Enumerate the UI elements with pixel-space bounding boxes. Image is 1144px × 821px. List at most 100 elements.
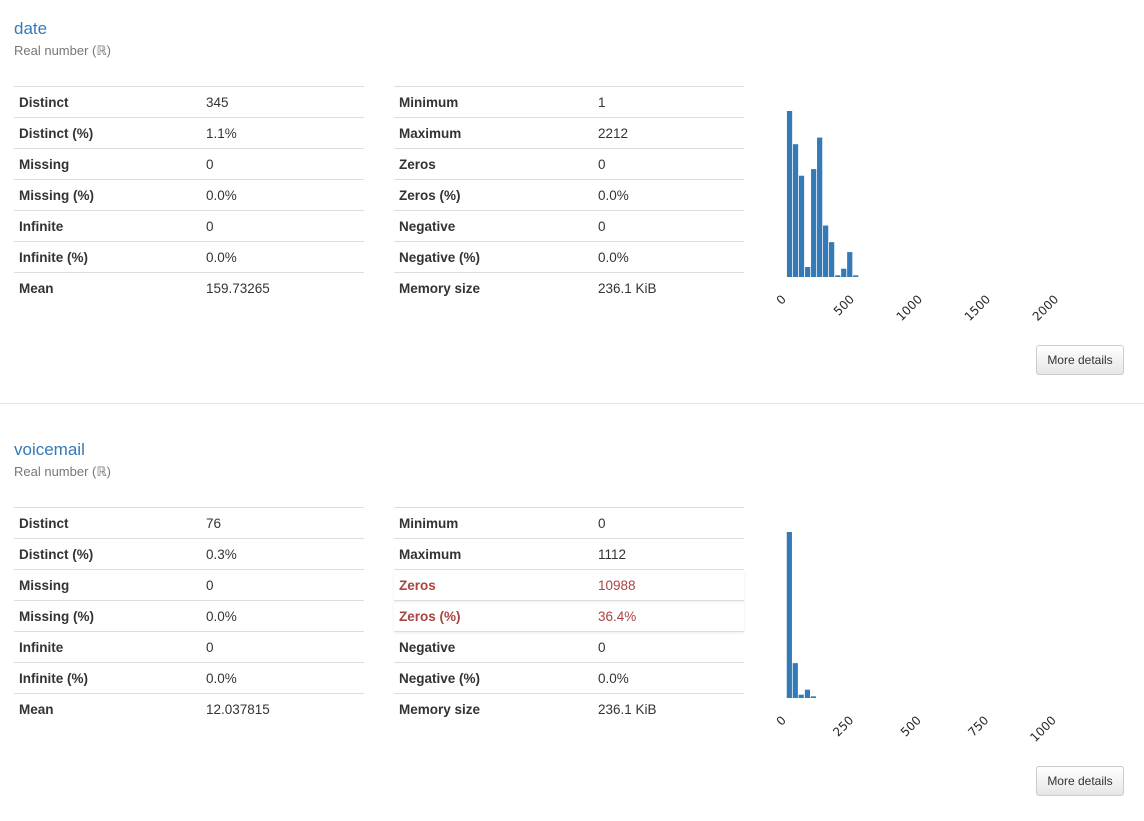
stats-table-right: Minimum 0 Maximum 1112 Zeros 10988 Zeros (%) 36… (394, 507, 744, 724)
stat-label: Negative (394, 210, 593, 242)
stat-value: 1112 (593, 538, 744, 570)
variable-title[interactable]: date (14, 19, 48, 38)
stat-row: Missing 0 (14, 569, 364, 601)
stat-value: 36.4% (593, 600, 744, 632)
stat-label: Zeros (394, 148, 593, 180)
histogram-bar (804, 689, 811, 698)
histogram-bar (847, 252, 853, 277)
stat-value: 236.1 KiB (593, 693, 744, 724)
stat-row: Memory size 236.1 KiB (394, 272, 744, 303)
stat-value: 0.3% (201, 538, 364, 570)
histogram-bar (786, 111, 793, 277)
x-tick-label: 0 (774, 292, 789, 307)
stat-label: Mean (14, 693, 201, 724)
stat-value: 0.0% (201, 179, 364, 211)
stat-row: Zeros 0 (394, 148, 744, 180)
stat-row: Negative (%) 0.0% (394, 241, 744, 273)
stat-row: Zeros (%) 36.4% (394, 600, 744, 632)
stat-value: 159.73265 (201, 272, 364, 303)
stat-label: Maximum (394, 538, 593, 570)
stat-label: Missing (%) (14, 600, 201, 632)
stat-row: Infinite (%) 0.0% (14, 662, 364, 694)
stat-value: 2212 (593, 117, 744, 149)
variable-section-date: date Real number (ℝ) Distinct 345 Distinct… (0, 0, 1144, 400)
stat-value: 0 (593, 631, 744, 663)
histogram-bar (805, 267, 811, 277)
stat-row: Distinct (%) 1.1% (14, 117, 364, 149)
stat-row: Distinct 76 (14, 507, 364, 539)
stat-label: Zeros (394, 569, 593, 601)
stat-row: Negative 0 (394, 210, 744, 242)
x-tick-label: 250 (830, 713, 856, 739)
x-tick-label: 1000 (894, 292, 925, 323)
histogram-bar (798, 694, 804, 698)
stat-label: Missing (14, 148, 201, 180)
more-details-button[interactable]: More details (1036, 766, 1124, 796)
histogram-bar (829, 242, 835, 277)
histogram-chart: 0 500 1000 1500 2000 (774, 111, 1061, 324)
stats-table-left: Distinct 345 Distinct (%) 1.1% Missing 0 Missi… (14, 86, 364, 303)
stat-label: Distinct (14, 86, 201, 118)
histogram-bar (835, 275, 841, 277)
stat-value: 10988 (593, 569, 744, 601)
stat-value: 0.0% (201, 241, 364, 273)
stat-value: 236.1 KiB (593, 272, 744, 303)
x-tick-label: 500 (831, 292, 857, 318)
stat-value: 0.0% (593, 241, 744, 273)
stat-row: Maximum 1112 (394, 538, 744, 570)
stat-value: 0 (593, 210, 744, 242)
stat-label: Missing (14, 569, 201, 601)
histogram-bar (841, 268, 847, 277)
stat-value: 345 (201, 86, 364, 118)
histogram-bar (786, 532, 792, 698)
stat-label: Missing (%) (14, 179, 201, 211)
stat-row: Infinite 0 (14, 631, 364, 663)
stat-label: Distinct (14, 507, 201, 539)
stat-value: 0 (593, 148, 744, 180)
stat-value: 0.0% (201, 600, 364, 632)
histogram-bar (823, 225, 829, 277)
stat-value: 0.0% (593, 662, 744, 694)
stat-value: 1.1% (201, 117, 364, 149)
stat-label: Negative (%) (394, 241, 593, 273)
stat-label: Distinct (%) (14, 117, 201, 149)
stat-value: 0 (201, 631, 364, 663)
stat-row: Negative (%) 0.0% (394, 662, 744, 694)
stat-row: Missing (%) 0.0% (14, 179, 364, 211)
x-tick-label: 750 (965, 713, 991, 739)
histogram-chart: 0 250 500 750 1000 (774, 532, 1059, 745)
stats-table-right: Minimum 1 Maximum 2212 Zeros 0 Zeros (%) 0.0% Ne… (394, 86, 744, 303)
stat-value: 0 (201, 148, 364, 180)
stat-row: Memory size 236.1 KiB (394, 693, 744, 724)
x-tick-label: 1000 (1027, 713, 1058, 744)
stat-label: Minimum (394, 86, 593, 118)
histogram-bar (792, 144, 799, 277)
x-tick-label: 0 (774, 713, 789, 728)
stat-row: Minimum 1 (394, 86, 744, 118)
stat-label: Infinite (14, 631, 201, 663)
x-tick-label: 500 (898, 713, 924, 739)
stat-row: Zeros 10988 (394, 569, 744, 601)
histogram-bar (853, 275, 859, 277)
stat-row: Distinct (%) 0.3% (14, 538, 364, 570)
stat-value: 1 (593, 86, 744, 118)
histogram-bar (810, 696, 816, 698)
stats-table-left: Distinct 76 Distinct (%) 0.3% Missing 0 Missin… (14, 507, 364, 724)
variable-type: Real number (ℝ) (14, 464, 111, 479)
variable-type: Real number (ℝ) (14, 43, 111, 58)
stat-label: Minimum (394, 507, 593, 539)
section-divider (0, 403, 1144, 404)
stat-row: Mean 159.73265 (14, 272, 364, 303)
stat-label: Infinite (14, 210, 201, 242)
histogram-bar (792, 663, 798, 698)
stat-row: Missing (%) 0.0% (14, 600, 364, 632)
stat-value: 0.0% (593, 179, 744, 211)
stat-row: Negative 0 (394, 631, 744, 663)
stat-label: Memory size (394, 693, 593, 724)
stat-row: Mean 12.037815 (14, 693, 364, 724)
histogram-bar (817, 137, 823, 277)
more-details-button[interactable]: More details (1036, 345, 1124, 375)
variable-section-voicemail: voicemail Real number (ℝ) Distinct 76 Dist… (0, 421, 1144, 821)
stat-value: 0 (201, 569, 364, 601)
variable-title[interactable]: voicemail (14, 440, 85, 459)
